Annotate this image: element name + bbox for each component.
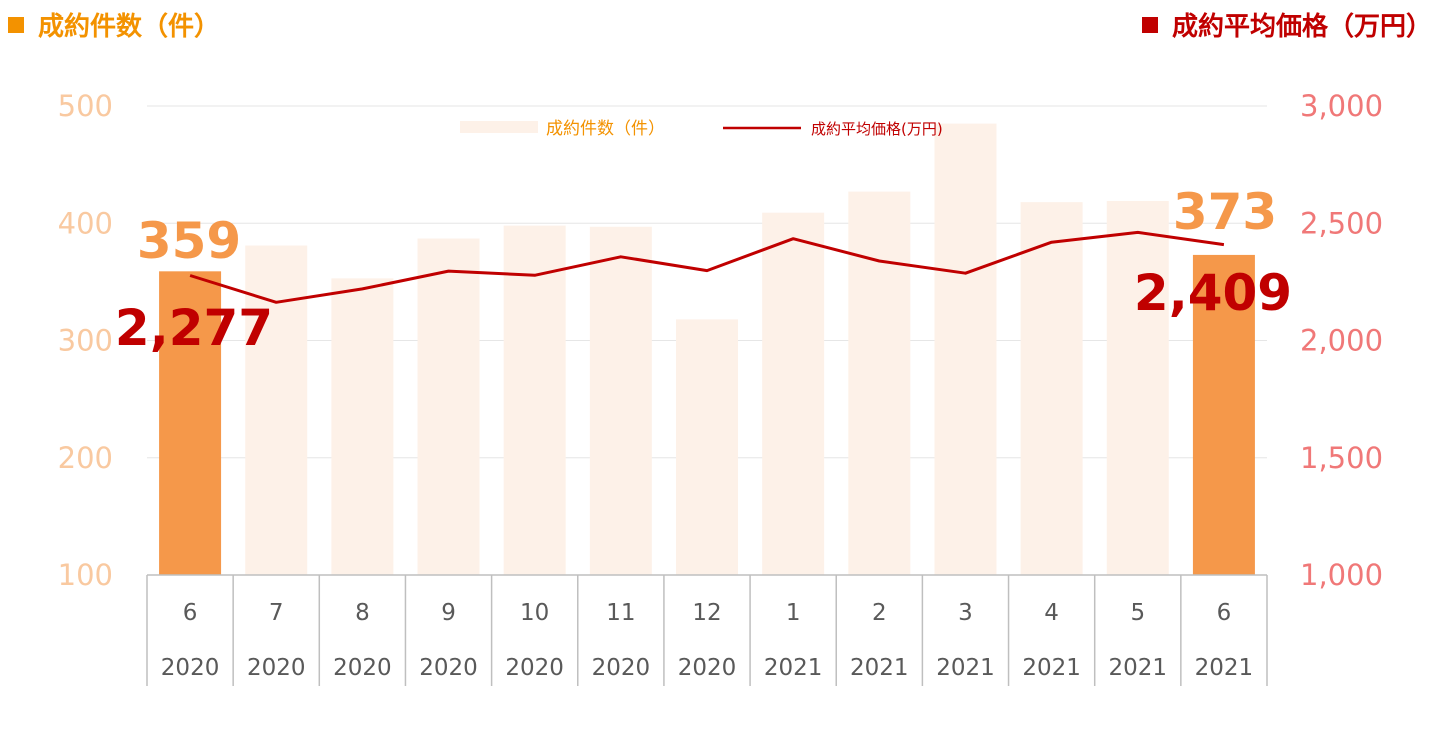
line-series-square-icon <box>1141 16 1158 33</box>
right-axis-tick-label: 2,000 <box>1300 324 1383 358</box>
left-axis-header: 成約件数（件） <box>8 6 220 43</box>
x-tick-year-label: 2020 <box>419 655 478 681</box>
right-axis-tick-label: 1,500 <box>1300 441 1383 475</box>
last-line-value-label: 2,409 <box>1134 264 1292 322</box>
x-tick-month-label: 10 <box>520 600 549 626</box>
x-tick-month-label: 4 <box>1044 600 1059 626</box>
x-tick-month-label: 6 <box>183 600 198 626</box>
x-tick-year-label: 2021 <box>1022 655 1081 681</box>
bar <box>503 225 566 575</box>
x-tick-year-label: 2020 <box>678 655 737 681</box>
x-tick-year-label: 2020 <box>247 655 306 681</box>
bar <box>589 226 652 575</box>
x-tick-month-label: 3 <box>958 600 973 626</box>
first-line-value-label: 2,277 <box>115 299 273 357</box>
annotations: 359 373 2,277 2,409 <box>115 183 1292 357</box>
right-axis-tick-label: 3,000 <box>1300 89 1383 123</box>
left-axis-header-label: 成約件数（件） <box>38 12 221 42</box>
bar <box>159 271 222 575</box>
x-tick-month-label: 5 <box>1130 600 1145 626</box>
bar <box>1106 200 1169 575</box>
bar <box>417 238 480 575</box>
bar <box>331 278 394 575</box>
price-line <box>189 230 1225 304</box>
right-axis-tick-label: 1,000 <box>1300 558 1383 592</box>
x-tick-month-label: 7 <box>269 600 284 626</box>
x-tick-year-label: 2020 <box>592 655 651 681</box>
legend-bar-swatch <box>460 121 538 133</box>
x-tick-year-label: 2021 <box>850 655 909 681</box>
x-tick-month-label: 6 <box>1217 600 1232 626</box>
x-tick-month-label: 9 <box>441 600 456 626</box>
bar <box>1192 254 1255 575</box>
bar-series-square-icon <box>8 16 24 33</box>
x-tick-month-label: 2 <box>872 600 887 626</box>
x-tick-month-label: 11 <box>606 600 635 626</box>
line-series <box>189 230 1225 304</box>
first-bar-value-label: 359 <box>137 212 241 270</box>
x-tick-year-label: 2021 <box>936 655 995 681</box>
left-axis-tick-label: 100 <box>58 558 113 592</box>
left-axis-tick-label: 200 <box>58 441 113 475</box>
x-tick-year-label: 2020 <box>505 655 564 681</box>
x-tick-year-label: 2020 <box>333 655 392 681</box>
legend: 成約件数（件） 成約平均価格(万円) <box>460 119 943 139</box>
axes: 100 200 300 400 500 1,000 1,500 2,000 2,500 3,000… <box>58 89 1383 686</box>
x-tick-month-label: 8 <box>355 600 370 626</box>
x-tick-month-label: 12 <box>692 600 721 626</box>
x-tick-year-label: 2021 <box>1108 655 1167 681</box>
left-axis-tick-label: 300 <box>58 324 113 358</box>
x-tick-year-label: 2020 <box>161 655 220 681</box>
x-tick-year-label: 2021 <box>1195 655 1254 681</box>
bar <box>676 319 738 575</box>
bar <box>1020 202 1083 575</box>
left-axis-tick-label: 500 <box>58 89 113 123</box>
x-tick-year-label: 2021 <box>764 655 823 681</box>
bar <box>848 191 911 575</box>
bar-series <box>159 123 1255 576</box>
bar <box>934 123 997 576</box>
bar <box>762 212 825 575</box>
right-axis-tick-label: 2,500 <box>1300 206 1383 240</box>
left-axis-tick-label: 400 <box>58 206 113 240</box>
right-axis-header: 成約平均価格（万円） <box>1141 6 1432 43</box>
legend-line-label: 成約平均価格(万円) <box>811 120 943 138</box>
right-axis-header-label: 成約平均価格（万円） <box>1171 12 1432 42</box>
x-tick-month-label: 1 <box>786 600 801 626</box>
legend-bar-label: 成約件数（件） <box>546 119 665 139</box>
last-bar-value-label: 373 <box>1173 183 1277 241</box>
